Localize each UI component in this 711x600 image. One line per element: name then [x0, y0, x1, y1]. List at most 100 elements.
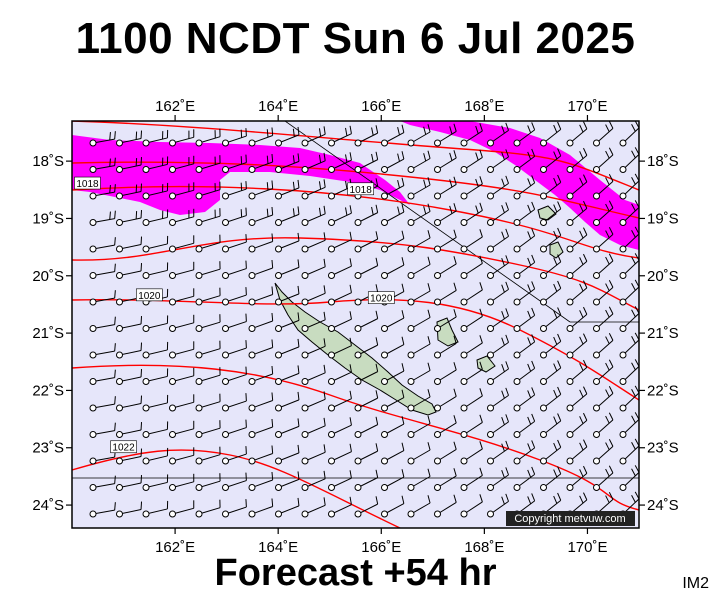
wind-barb	[513, 466, 536, 491]
wind-barb	[169, 182, 195, 200]
wind-barb	[434, 150, 457, 173]
boundary-line-diagonal	[284, 121, 571, 323]
axis-ticks	[66, 115, 645, 534]
wind-barb	[487, 149, 509, 173]
isobar-line	[72, 161, 639, 219]
wind-barb	[301, 285, 326, 306]
wind-barb	[513, 228, 536, 253]
lat-tick-label-right: 22˚S	[647, 382, 679, 399]
wind-barb	[301, 179, 326, 200]
wind-barb	[407, 362, 431, 385]
wind-barb	[169, 208, 195, 226]
wind-barb	[195, 261, 221, 279]
wind-barb	[566, 412, 588, 438]
wind-barb	[513, 413, 536, 438]
wind-barb	[89, 184, 116, 200]
wind-barb	[593, 200, 614, 226]
wind-barb	[275, 497, 300, 518]
wind-barb	[169, 420, 195, 438]
lon-tick-label-top: 166˚E	[361, 98, 401, 115]
wind-barb	[89, 396, 116, 412]
wind-barb	[460, 282, 483, 306]
wind-barb	[222, 446, 247, 465]
wind-barb	[142, 129, 169, 147]
wind-barb	[328, 231, 352, 253]
wind-barb	[89, 157, 116, 173]
wind-barb	[248, 339, 274, 359]
wind-barb	[222, 340, 247, 359]
wind-barb	[328, 152, 352, 173]
wind-barb	[222, 234, 247, 253]
wind-barb	[248, 153, 274, 173]
lat-tick-label-left: 21˚S	[32, 325, 64, 342]
wind-barb	[328, 470, 352, 491]
wind-barb	[354, 204, 379, 226]
wind-barb	[142, 209, 169, 226]
wind-barb	[354, 125, 379, 147]
wind-barb	[328, 205, 352, 226]
wind-barb	[381, 495, 405, 518]
wind-barb	[619, 438, 639, 465]
wind-barb	[354, 496, 379, 518]
wind-barb	[248, 127, 274, 147]
wind-barb	[169, 129, 195, 147]
wind-barb	[248, 259, 274, 279]
wind-barb	[513, 387, 536, 412]
wind-barb	[116, 422, 143, 438]
wind-barb	[540, 201, 562, 226]
wind-barb	[566, 253, 588, 279]
wind-barb	[222, 313, 247, 332]
wind-barb	[540, 466, 562, 491]
wind-barb	[593, 439, 614, 465]
wind-barb	[142, 474, 169, 491]
wind-barb	[487, 414, 509, 438]
wind-barb	[460, 176, 483, 200]
wind-barb	[566, 333, 588, 359]
wind-barb	[301, 497, 326, 518]
lat-tick-label-left: 22˚S	[32, 382, 64, 399]
wind-barb	[142, 262, 169, 279]
wind-barb	[222, 181, 247, 200]
isobar-line	[72, 449, 401, 528]
wind-barb	[142, 315, 169, 332]
wind-barb	[195, 287, 221, 306]
wind-barb	[301, 232, 326, 253]
wind-barb	[248, 471, 274, 491]
wind-barb	[142, 235, 169, 253]
wind-barb	[593, 147, 614, 173]
wind-barb	[248, 286, 274, 306]
wind-barb	[513, 175, 536, 200]
image-tag: IM2	[682, 575, 709, 592]
wind-barb	[116, 369, 143, 385]
wind-barb	[487, 255, 509, 279]
wind-barb	[328, 284, 352, 306]
wind-barb	[407, 230, 431, 253]
wind-barb	[301, 470, 326, 491]
wind-barbs	[89, 121, 639, 518]
wind-barb	[301, 152, 326, 173]
wind-barb	[328, 390, 352, 412]
wind-barb	[540, 307, 562, 332]
wind-barb	[566, 280, 588, 306]
map-frame	[71, 120, 640, 529]
wind-barb	[275, 206, 300, 226]
isobar-line	[72, 185, 639, 259]
wind-barb	[407, 203, 431, 226]
wind-barb	[540, 121, 562, 147]
isobar-label: 1020	[136, 288, 163, 302]
wind-barb	[487, 228, 509, 253]
wind-barb	[487, 175, 509, 200]
lon-tick-label-bottom: 166˚E	[361, 539, 401, 556]
wind-barb	[195, 128, 221, 147]
rain-area-west	[72, 135, 410, 215]
lat-tick-label-right: 20˚S	[647, 268, 679, 285]
wind-barb	[195, 234, 221, 253]
wind-barb	[301, 126, 326, 147]
lon-tick-label-bottom: 168˚E	[464, 539, 504, 556]
wind-barb	[169, 235, 195, 253]
wind-barb	[434, 362, 457, 385]
wind-barb	[89, 263, 116, 279]
wind-barb	[89, 131, 116, 147]
wind-barb	[89, 475, 116, 491]
wind-barb	[248, 312, 274, 332]
